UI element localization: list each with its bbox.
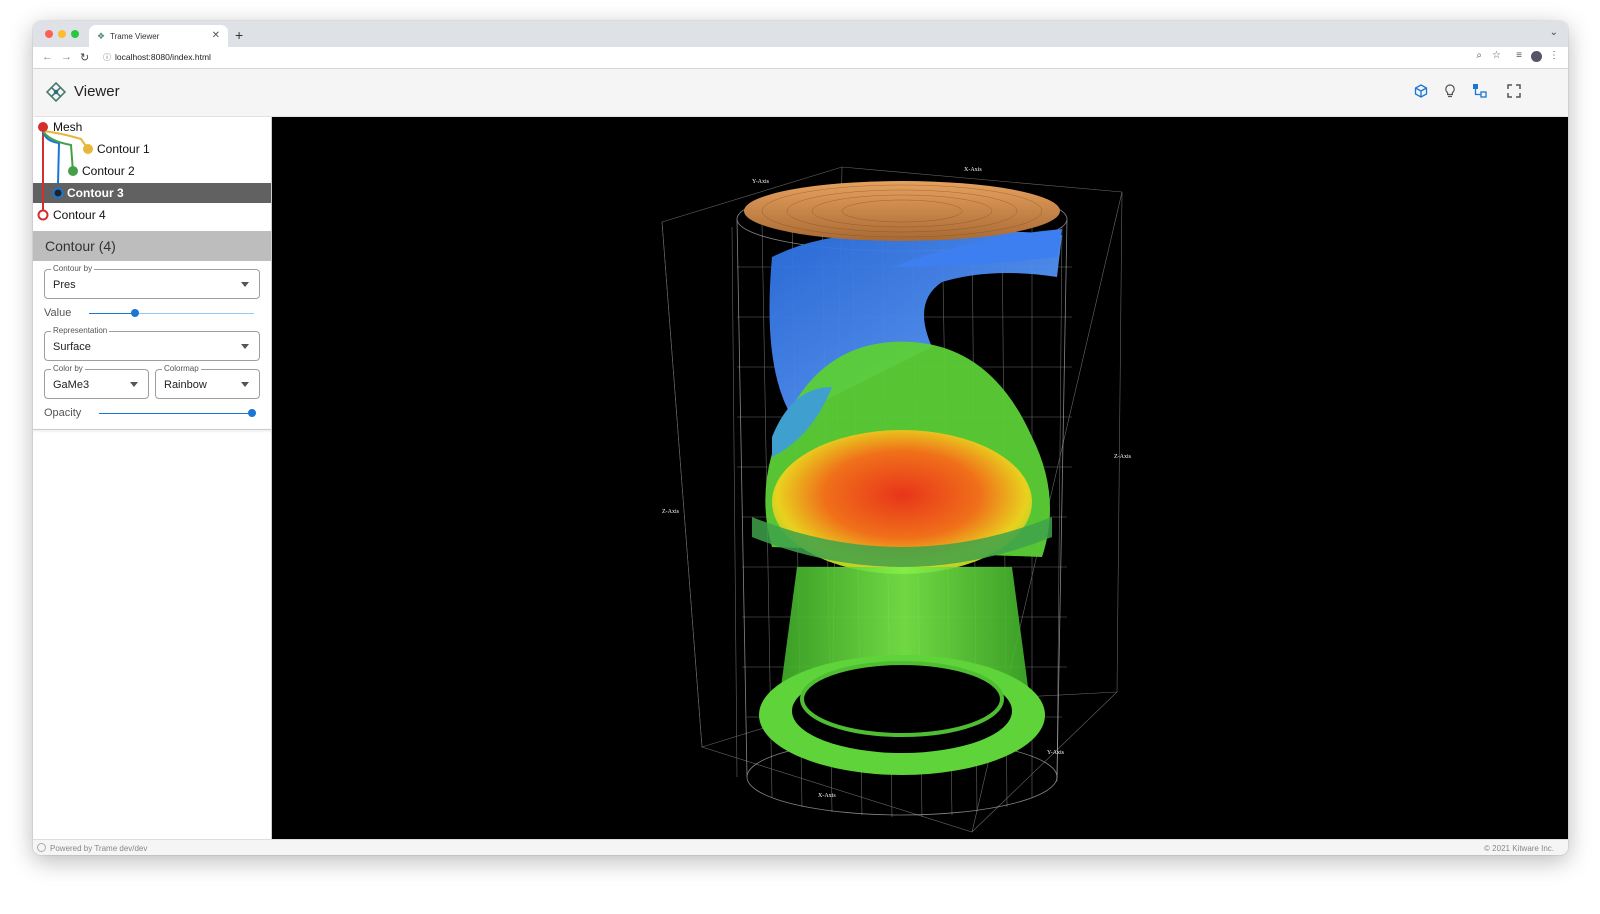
- pipeline-item-contour-3[interactable]: Contour 3: [33, 183, 271, 203]
- contour-by-label: Contour by: [51, 264, 95, 273]
- value-slider-track: [89, 313, 254, 314]
- colormap-label: Colormap: [162, 364, 201, 373]
- x-axis-title-top: X-Axis: [964, 167, 982, 173]
- axis-labels: X-Axis Y-Axis Z-Axis Z-Axis Y-Axis X-Axi…: [662, 167, 1132, 799]
- cube-icon: [1414, 84, 1428, 98]
- minimize-window-button[interactable]: [58, 30, 66, 38]
- url-field[interactable]: ⓘ localhost:8080/index.html: [103, 52, 211, 63]
- z-axis-title-right: Z-Axis: [1114, 454, 1132, 460]
- browser-menu-icon[interactable]: ⋮: [1549, 50, 1559, 61]
- chevron-down-icon: [241, 282, 249, 287]
- color-by-label: Color by: [51, 364, 85, 373]
- representation-select[interactable]: Representation Surface: [44, 326, 260, 361]
- value-slider-label: Value: [44, 307, 72, 319]
- chevron-down-icon: [241, 382, 249, 387]
- pipeline-item-label: Contour 3: [67, 186, 124, 200]
- powered-by-text: Powered by Trame dev/dev: [50, 844, 148, 853]
- color-by-select[interactable]: Color by GaMe3: [44, 364, 149, 399]
- pipeline-item-mesh[interactable]: Mesh: [33, 117, 271, 137]
- 3d-render-scene: X-Axis Y-Axis Z-Axis Z-Axis Y-Axis X-Axi…: [661, 166, 1132, 833]
- tab-search-chevron-icon[interactable]: ⌄: [1549, 27, 1558, 38]
- close-window-button[interactable]: [45, 30, 53, 38]
- contour-1-node-icon: [83, 144, 93, 154]
- reading-list-icon[interactable]: ≡: [1516, 50, 1522, 61]
- app-toolbar: Viewer: [33, 69, 1568, 116]
- trame-logo-icon: [45, 81, 67, 103]
- y-axis-title-top: Y-Axis: [752, 179, 770, 185]
- chevron-down-icon: [130, 382, 138, 387]
- trame-favicon-icon: ❖: [97, 31, 106, 41]
- toggle-pipeline-button[interactable]: [1468, 82, 1490, 104]
- y-axis-title-bottom: Y-Axis: [1047, 750, 1065, 756]
- colormap-select[interactable]: Colormap Rainbow: [155, 364, 260, 399]
- opacity-slider-fill: [99, 413, 248, 414]
- color-by-value: GaMe3: [53, 379, 90, 391]
- panel-divider: [33, 429, 271, 430]
- opacity-slider[interactable]: [99, 407, 256, 421]
- forward-arrow-icon[interactable]: →: [61, 51, 72, 63]
- lightbulb-icon: [1445, 84, 1455, 98]
- reset-camera-cube-button[interactable]: [1410, 82, 1432, 104]
- app-footer: Powered by Trame dev/dev © 2021 Kitware …: [33, 839, 1568, 855]
- contour-2-node-icon: [68, 166, 78, 176]
- pipeline-icon: [1472, 84, 1487, 98]
- new-tab-button[interactable]: +: [235, 27, 244, 43]
- profile-avatar[interactable]: [1531, 51, 1542, 62]
- browser-address-bar: ← → ↻ ⓘ localhost:8080/index.html ⌕ ☆ ≡ ⋮: [33, 47, 1568, 69]
- browser-tab-strip: ❖ Trame Viewer ✕ + ⌄: [33, 21, 1568, 47]
- browser-tab-title: Trame Viewer: [110, 32, 160, 41]
- z-axis-title-left: Z-Axis: [662, 509, 680, 515]
- back-arrow-icon[interactable]: ←: [42, 51, 53, 63]
- properties-panel-header: Contour (4): [33, 231, 271, 261]
- opacity-slider-label: Opacity: [44, 407, 82, 419]
- pipeline-item-contour-1[interactable]: Contour 1: [33, 139, 271, 159]
- trame-status-icon: [37, 843, 46, 852]
- contour-by-value: Pres: [53, 279, 76, 291]
- pipeline-sidebar: Mesh Contour 1 Contour 2 Contour 3 Conto…: [33, 117, 272, 839]
- opacity-slider-thumb[interactable]: [248, 409, 256, 417]
- colormap-value: Rainbow: [164, 379, 207, 391]
- value-slider[interactable]: [89, 307, 254, 321]
- close-tab-icon[interactable]: ✕: [211, 30, 220, 41]
- url-text: localhost:8080/index.html: [115, 52, 211, 62]
- chevron-down-icon: [241, 344, 249, 349]
- fullscreen-icon: [1507, 84, 1521, 98]
- pipeline-item-label: Contour 1: [97, 142, 150, 156]
- maximize-window-button[interactable]: [71, 30, 79, 38]
- copyright-text: © 2021 Kitware Inc.: [1484, 844, 1554, 853]
- value-slider-thumb[interactable]: [131, 309, 139, 317]
- properties-panel-title: Contour (4): [45, 238, 116, 254]
- x-axis-title-bottom: X-Axis: [818, 793, 836, 799]
- render-viewport[interactable]: X-Axis Y-Axis Z-Axis Z-Axis Y-Axis X-Axi…: [272, 117, 1568, 839]
- representation-value: Surface: [53, 341, 91, 353]
- pipeline-tree-graph: [37, 122, 93, 221]
- app-title: Viewer: [74, 83, 120, 100]
- bookmark-star-icon[interactable]: ☆: [1492, 50, 1501, 61]
- pipeline-item-label: Contour 4: [53, 208, 106, 222]
- browser-window: ❖ Trame Viewer ✕ + ⌄ ← → ↻ ⓘ localhost:80…: [33, 21, 1568, 855]
- contour-by-select[interactable]: Contour by Pres: [44, 264, 260, 299]
- contour-surface: [744, 181, 1062, 775]
- browser-tab[interactable]: ❖ Trame Viewer ✕: [89, 25, 228, 47]
- value-slider-fill: [89, 313, 131, 314]
- site-info-icon[interactable]: ⓘ: [103, 53, 111, 62]
- contour-4-node-icon: [37, 209, 49, 221]
- zoom-icon[interactable]: ⌕: [1476, 50, 1482, 61]
- pipeline-item-contour-4[interactable]: Contour 4: [33, 205, 271, 225]
- contour-3-node-icon: [52, 187, 64, 199]
- mesh-node-icon: [38, 122, 48, 132]
- representation-label: Representation: [51, 326, 110, 335]
- fullscreen-button[interactable]: [1503, 82, 1525, 104]
- pipeline-item-label: Contour 2: [82, 164, 135, 178]
- reload-icon[interactable]: ↻: [80, 52, 90, 64]
- pipeline-item-label: Mesh: [53, 120, 83, 134]
- lighting-toggle-button[interactable]: [1439, 82, 1461, 104]
- pipeline-item-contour-2[interactable]: Contour 2: [33, 161, 271, 181]
